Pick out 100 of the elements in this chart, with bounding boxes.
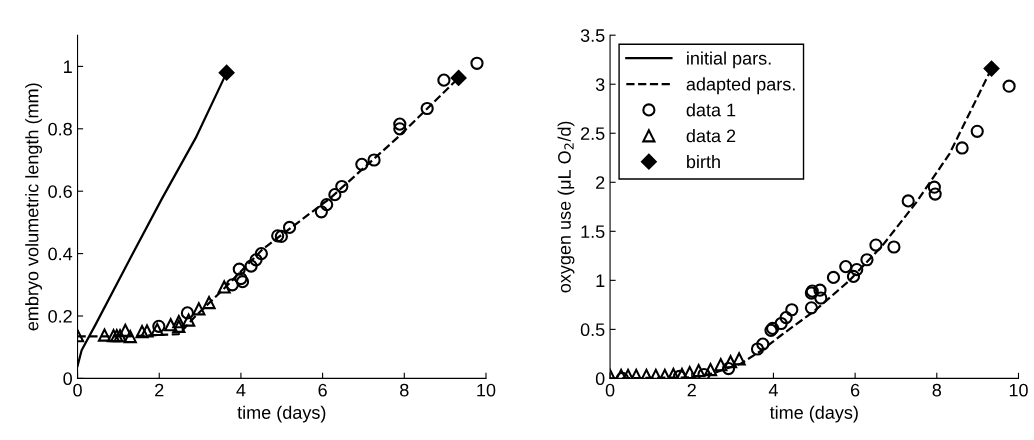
point bbox=[928, 187, 942, 201]
y-axis-title: oxygen use (μL O$_{2}$/d) bbox=[557, 121, 575, 293]
point bbox=[335, 179, 349, 194]
y-tick-label: 1 bbox=[64, 60, 72, 73]
x-tick-label: 8 bbox=[400, 383, 409, 397]
point bbox=[470, 56, 484, 70]
point bbox=[150, 322, 164, 337]
point bbox=[970, 124, 984, 138]
point bbox=[106, 329, 121, 343]
point bbox=[756, 337, 770, 351]
point bbox=[814, 291, 828, 305]
point bbox=[152, 319, 166, 333]
x-tick-label: 6 bbox=[318, 383, 327, 397]
point bbox=[367, 153, 381, 167]
y-tick-label: 0.6 bbox=[48, 185, 72, 198]
point bbox=[839, 260, 853, 274]
point bbox=[846, 269, 861, 284]
point bbox=[826, 270, 841, 284]
y-tick-label: 3.5 bbox=[580, 29, 605, 42]
x-axis-title: time (days) bbox=[769, 405, 858, 423]
point bbox=[235, 275, 250, 289]
y-tick-label: 0.4 bbox=[48, 247, 73, 261]
point bbox=[164, 318, 178, 332]
point bbox=[218, 64, 235, 81]
legend-label: adapted pars. bbox=[686, 77, 795, 95]
y-axis-title: embryo volumetric length (mm) bbox=[25, 83, 43, 331]
y-tick-label: 1.5 bbox=[581, 225, 605, 239]
point bbox=[703, 362, 718, 377]
point bbox=[813, 283, 827, 297]
point bbox=[192, 302, 206, 316]
point bbox=[320, 198, 334, 212]
point bbox=[721, 362, 736, 376]
x-tick-label: 0 bbox=[73, 383, 82, 397]
point bbox=[955, 141, 969, 155]
point bbox=[393, 117, 407, 131]
point bbox=[860, 253, 874, 267]
point bbox=[393, 122, 407, 136]
x-tick-label: 6 bbox=[851, 383, 860, 397]
point bbox=[355, 157, 369, 171]
point bbox=[683, 365, 697, 379]
point bbox=[420, 101, 434, 116]
x-axis-title: time (days) bbox=[237, 405, 326, 423]
point bbox=[750, 342, 765, 356]
x-tick-label: 10 bbox=[477, 383, 496, 397]
y-tick-label: 0.5 bbox=[580, 323, 605, 337]
point bbox=[172, 319, 186, 333]
x-tick-label: 10 bbox=[1009, 383, 1028, 397]
point bbox=[232, 262, 246, 276]
point bbox=[182, 313, 196, 327]
point bbox=[774, 316, 788, 331]
point bbox=[249, 253, 263, 267]
x-tick-label: 2 bbox=[687, 383, 696, 397]
x-tick-label: 4 bbox=[768, 383, 778, 397]
y-tick-label: 0 bbox=[63, 372, 72, 386]
point bbox=[450, 70, 467, 86]
point bbox=[172, 315, 186, 329]
legend-label: initial pars. bbox=[687, 51, 771, 69]
point bbox=[180, 306, 195, 320]
x-tick-label: 4 bbox=[236, 383, 246, 397]
point bbox=[437, 73, 451, 87]
point bbox=[714, 358, 728, 372]
point bbox=[328, 188, 342, 202]
y-tick-label: 0 bbox=[595, 372, 605, 386]
point bbox=[804, 301, 819, 315]
y-tick-label: 3 bbox=[595, 78, 605, 91]
point bbox=[1002, 79, 1016, 93]
point bbox=[254, 247, 268, 261]
point bbox=[244, 259, 258, 273]
point bbox=[732, 352, 746, 366]
point bbox=[217, 280, 231, 294]
point bbox=[123, 330, 137, 344]
y-tick-label: 0.2 bbox=[48, 309, 72, 323]
legend-label: data 1 bbox=[686, 103, 736, 117]
point bbox=[901, 194, 915, 208]
point bbox=[234, 271, 248, 286]
point bbox=[850, 262, 864, 277]
point bbox=[692, 363, 706, 378]
point bbox=[927, 180, 941, 194]
point bbox=[97, 328, 112, 342]
point bbox=[785, 303, 799, 317]
point bbox=[869, 238, 883, 252]
y-tick-label: 2.5 bbox=[581, 127, 605, 140]
x-tick-label: 8 bbox=[932, 383, 942, 397]
point bbox=[202, 295, 216, 310]
x-tick-label: 0 bbox=[605, 383, 615, 397]
point bbox=[779, 311, 793, 325]
point bbox=[140, 324, 154, 338]
y-tick-label: 1 bbox=[596, 274, 605, 287]
x-tick-label: 2 bbox=[155, 383, 164, 397]
point bbox=[135, 325, 149, 339]
y-tick-label: 2 bbox=[596, 176, 605, 189]
point bbox=[666, 367, 680, 379]
point bbox=[649, 368, 663, 379]
point bbox=[983, 60, 1000, 77]
point bbox=[314, 205, 328, 219]
point bbox=[723, 355, 738, 369]
point bbox=[118, 323, 132, 337]
point bbox=[697, 367, 711, 379]
point bbox=[887, 240, 901, 254]
point bbox=[282, 220, 297, 234]
